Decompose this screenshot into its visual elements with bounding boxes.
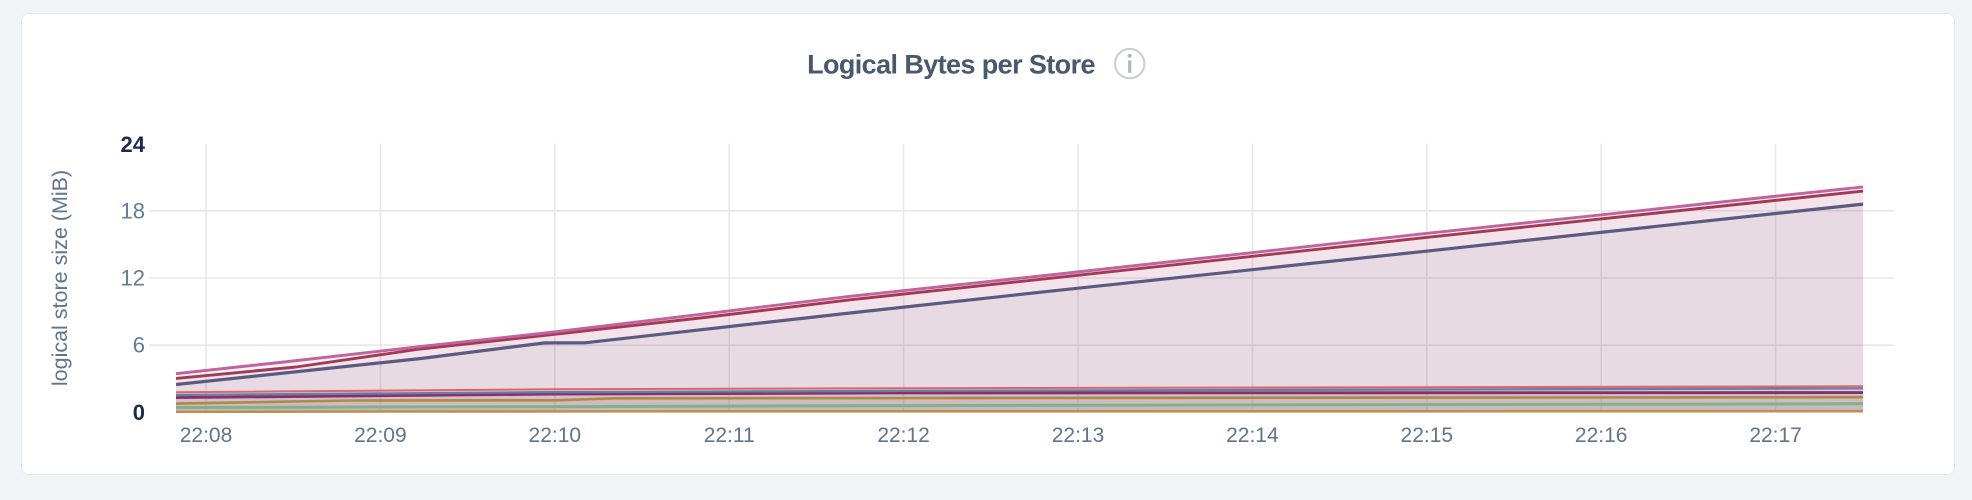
- svg-text:22:10: 22:10: [529, 424, 582, 447]
- svg-text:18: 18: [121, 198, 145, 223]
- svg-text:22:13: 22:13: [1052, 424, 1105, 447]
- svg-text:logical store size (MiB): logical store size (MiB): [48, 170, 72, 386]
- svg-text:22:17: 22:17: [1749, 424, 1802, 447]
- svg-text:6: 6: [133, 333, 145, 358]
- svg-text:22:16: 22:16: [1575, 424, 1628, 447]
- svg-text:22:08: 22:08: [180, 424, 233, 447]
- svg-text:22:12: 22:12: [877, 424, 930, 447]
- svg-text:22:11: 22:11: [704, 424, 755, 447]
- svg-text:24: 24: [121, 132, 146, 157]
- svg-text:22:14: 22:14: [1226, 424, 1279, 447]
- svg-text:12: 12: [121, 266, 145, 291]
- svg-text:22:15: 22:15: [1401, 424, 1454, 447]
- svg-text:22:09: 22:09: [354, 424, 407, 447]
- svg-text:0: 0: [133, 400, 145, 425]
